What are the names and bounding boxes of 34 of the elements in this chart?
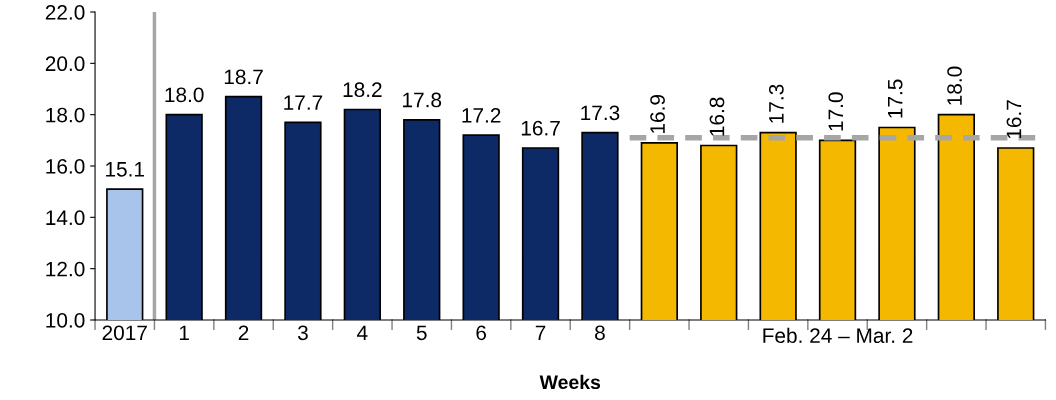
data-label: 17.2 — [462, 108, 501, 123]
y-tick-label: 14.0 — [46, 210, 85, 226]
data-label: 16.7 — [1006, 100, 1022, 139]
x-tick-label: 8 — [595, 325, 605, 341]
y-tick-label: 10.0 — [46, 313, 85, 328]
data-label: 18.0 — [165, 87, 204, 103]
x-tick-label: 6 — [476, 325, 487, 341]
y-tick-label: 18.0 — [46, 107, 85, 123]
y-tick-label: 20.0 — [45, 56, 85, 72]
x-tick-label: 3 — [297, 325, 308, 341]
y-tick-label: 12.0 — [46, 261, 85, 277]
x-tick-label: 2017 — [102, 325, 147, 341]
data-label: 17.5 — [887, 79, 903, 118]
x-tick-label: 7 — [535, 325, 546, 340]
data-label: 16.8 — [709, 97, 725, 136]
data-label: 16.7 — [521, 120, 560, 136]
data-label: 15.1 — [106, 162, 144, 177]
x-tick-label: 2 — [238, 325, 249, 340]
data-label: 18.7 — [224, 69, 263, 85]
data-label: 18.0 — [947, 66, 962, 105]
x-tick-label: 4 — [357, 325, 368, 340]
x-axis-title: Weeks — [539, 374, 601, 390]
data-label: 17.3 — [768, 84, 784, 123]
y-tick-label: 22.0 — [45, 5, 85, 20]
x-tick-label: 1 — [179, 325, 189, 340]
data-label: 17.7 — [284, 95, 323, 110]
x-tick-label: 5 — [416, 325, 427, 341]
data-label: 17.8 — [403, 92, 442, 108]
data-label: 17.0 — [828, 92, 844, 131]
data-label: 18.2 — [343, 82, 382, 98]
text: Feb. 24 – Mar. 2 — [763, 327, 913, 343]
data-label: 16.9 — [650, 95, 665, 133]
y-tick-label: 16.0 — [46, 159, 85, 174]
data-label: 17.3 — [581, 105, 620, 121]
